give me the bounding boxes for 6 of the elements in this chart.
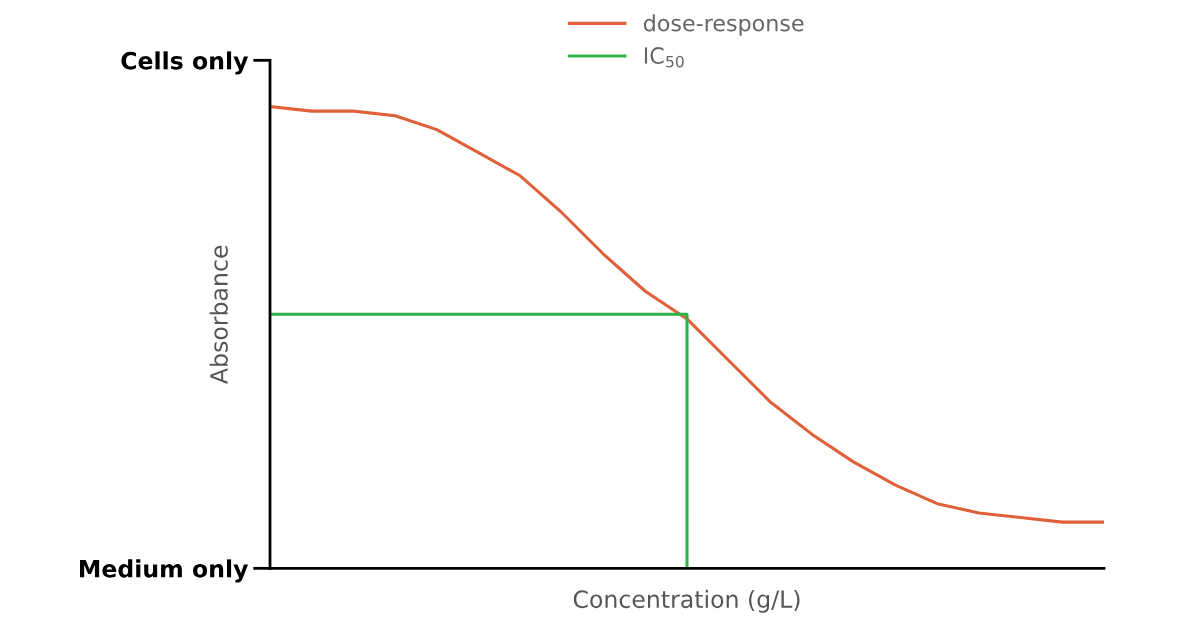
legend-label: IC$_{50}$ — [644, 47, 684, 68]
text: Medium only — [79, 559, 249, 583]
y-axis-title: Absorbance — [209, 245, 228, 384]
text: Cells only — [121, 51, 249, 75]
x-axis-title: Concentration (g/L) — [573, 589, 800, 613]
legend-label: dose-response — [643, 14, 804, 36]
